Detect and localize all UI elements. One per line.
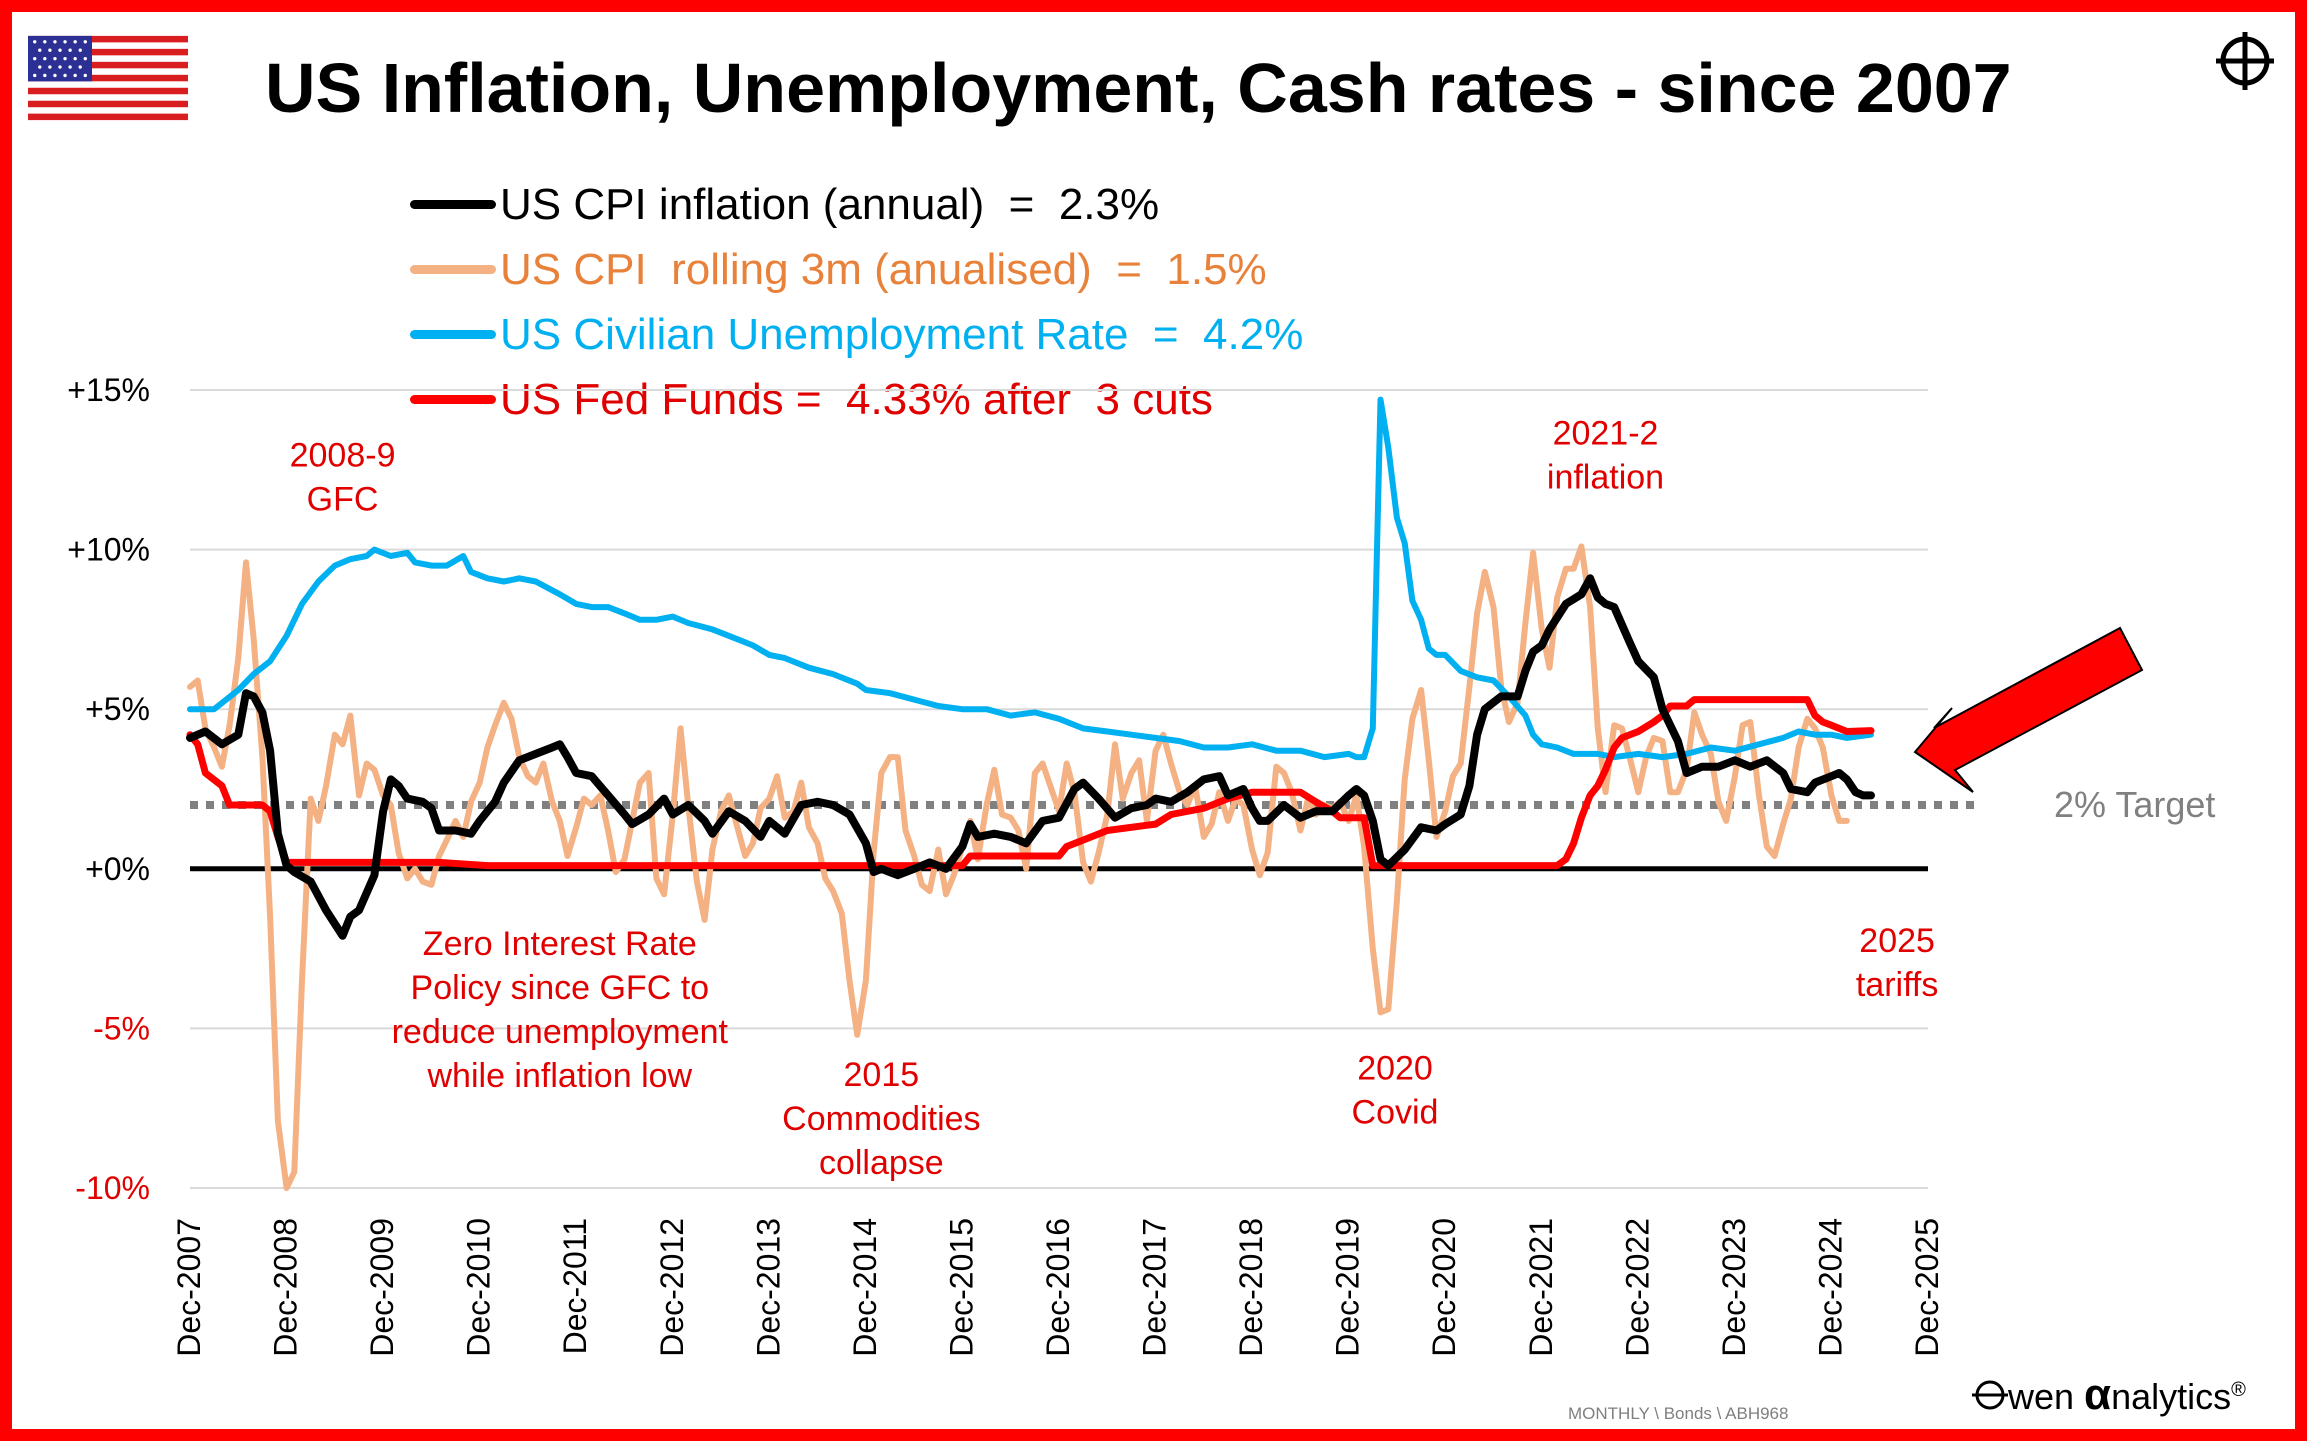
y-tick-label: +15%: [67, 372, 150, 408]
annotation-line: Zero Interest Rate: [423, 925, 697, 963]
red-arrow-icon: [1913, 626, 2144, 793]
legend-swatch-cpi: [410, 200, 496, 209]
x-tick-label: Dec-2015: [943, 1218, 979, 1357]
annotation-line: GFC: [307, 481, 379, 519]
x-tick-label: Dec-2025: [1909, 1218, 1945, 1357]
x-tick-label: Dec-2013: [750, 1218, 786, 1357]
legend-item-cpi: US CPI inflation (annual) = 2.3%: [410, 172, 1303, 237]
x-tick-label: Dec-2019: [1330, 1218, 1366, 1357]
annotation-line: while inflation low: [427, 1057, 693, 1095]
x-tick-label: Dec-2021: [1523, 1218, 1559, 1357]
legend-item-fed-funds: US Fed Funds = 4.33% after 3 cuts: [410, 367, 1303, 432]
legend-label-unemployment: US Civilian Unemployment Rate = 4.2%: [500, 309, 1304, 359]
x-tick-label: Dec-2016: [1040, 1218, 1076, 1357]
x-tick-label: Dec-2022: [1619, 1218, 1655, 1357]
annotation-line: collapse: [819, 1144, 944, 1182]
legend-label-cpi: US CPI inflation (annual) = 2.3%: [500, 179, 1160, 229]
y-tick-label: -10%: [75, 1170, 150, 1206]
annotation-line: 2015: [844, 1056, 920, 1094]
legend-swatch-fed-funds: [410, 395, 496, 404]
x-tick-label: Dec-2009: [364, 1218, 400, 1357]
y-tick-label: +10%: [67, 532, 150, 568]
x-tick-label: Dec-2017: [1137, 1218, 1173, 1357]
brand-registered-mark: ®: [2231, 1379, 2246, 1401]
annotation-line: 2020: [1357, 1049, 1433, 1087]
brand-alpha: α: [2084, 1370, 2112, 1419]
legend-label-cpi-3m: US CPI rolling 3m (anualised) = 1.5%: [500, 244, 1267, 294]
x-tick-label: Dec-2010: [461, 1218, 497, 1357]
y-tick-label: +5%: [85, 691, 150, 727]
annotation-covid: 2020 Covid: [1352, 1049, 1439, 1131]
x-tick-label: Dec-2024: [1812, 1218, 1848, 1357]
series-line-cpi-3m: [187, 543, 1850, 1191]
brand-prefix: wen: [2008, 1376, 2085, 1417]
y-tick-label: -5%: [93, 1010, 150, 1046]
annotation-line: 2021-2: [1553, 414, 1659, 452]
x-tick-label: Dec-2007: [171, 1218, 207, 1357]
legend-swatch-unemployment: [410, 330, 496, 339]
brand-suffix: nalytics: [2111, 1376, 2232, 1417]
legend-item-unemployment: US Civilian Unemployment Rate = 4.2%: [410, 302, 1303, 367]
footer-note: MONTHLY \ Bonds \ ABH968: [1568, 1404, 1789, 1423]
annotation-line: reduce unemployment: [392, 1013, 729, 1051]
brand-logo: wen αnalytics®: [1972, 1370, 2246, 1422]
annotation-line: Commodities: [782, 1100, 980, 1138]
y-tick-label: +0%: [85, 851, 150, 887]
x-tick-label: Dec-2020: [1426, 1218, 1462, 1357]
annotation-line: Policy since GFC to: [411, 969, 710, 1007]
chart-title: US Inflation, Unemployment, Cash rates -…: [265, 49, 2012, 127]
annotation-line: Covid: [1352, 1093, 1439, 1131]
annotation-line: tariffs: [1856, 966, 1939, 1004]
x-tick-label: Dec-2018: [1233, 1218, 1269, 1357]
x-tick-label: Dec-2012: [654, 1218, 690, 1357]
us-flag-icon: [28, 35, 188, 121]
annotation-tariffs: 2025 tariffs: [1856, 922, 1939, 1004]
legend-item-cpi-3m: US CPI rolling 3m (anualised) = 1.5%: [410, 237, 1303, 302]
legend-label-fed-funds: US Fed Funds = 4.33% after 3 cuts: [500, 374, 1213, 424]
legend-swatch-cpi-3m: [410, 265, 496, 274]
annotation-commodities: 2015 Commodities collapse: [782, 1056, 980, 1182]
annotation-line: 2008-9: [290, 437, 396, 475]
target-label: 2% Target: [2054, 784, 2215, 825]
x-tick-label: Dec-2023: [1716, 1218, 1752, 1357]
annotation-inflation: 2021-2 inflation: [1547, 414, 1664, 496]
annotation-zirp: Zero Interest Rate Policy since GFC to red…: [392, 925, 729, 1095]
series-line-unemployment: [187, 396, 1874, 761]
series-line-cpi: [186, 574, 1875, 940]
crosshair-icon: [2216, 32, 2274, 90]
chart-legend: US CPI inflation (annual) = 2.3% US CPI …: [410, 172, 1303, 432]
annotation-line: 2025: [1859, 922, 1935, 960]
x-tick-label: Dec-2014: [847, 1218, 883, 1357]
annotation-gfc: 2008-9 GFC: [290, 437, 396, 519]
annotation-line: inflation: [1547, 458, 1664, 496]
x-tick-label: Dec-2008: [268, 1218, 304, 1357]
brand-circle-icon: [1972, 1377, 2008, 1422]
x-tick-label: Dec-2011: [557, 1218, 593, 1354]
